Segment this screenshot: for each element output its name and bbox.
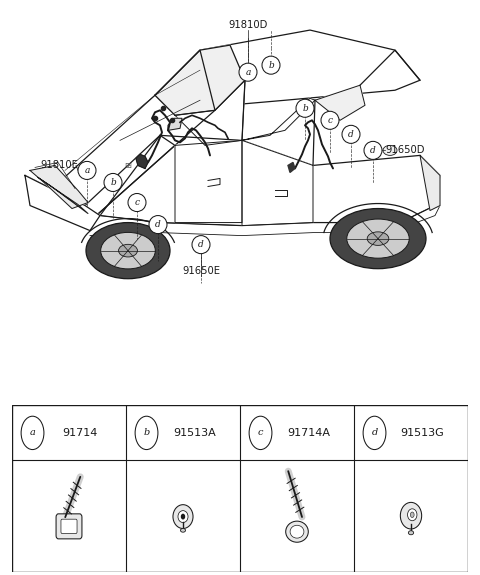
Text: b: b xyxy=(110,178,116,187)
Text: 91513G: 91513G xyxy=(400,428,444,438)
Text: 91650E: 91650E xyxy=(182,266,220,275)
Polygon shape xyxy=(420,155,440,210)
Ellipse shape xyxy=(86,223,170,279)
Ellipse shape xyxy=(286,521,308,542)
Text: 91714: 91714 xyxy=(63,428,98,438)
Polygon shape xyxy=(242,98,315,140)
Circle shape xyxy=(149,216,167,233)
Circle shape xyxy=(239,63,257,81)
Text: 91810E: 91810E xyxy=(40,160,78,170)
Circle shape xyxy=(321,112,339,129)
Ellipse shape xyxy=(408,509,417,521)
Polygon shape xyxy=(242,140,313,225)
Text: ⊞: ⊞ xyxy=(124,161,132,170)
Ellipse shape xyxy=(367,232,389,246)
Circle shape xyxy=(342,125,360,143)
Text: b: b xyxy=(302,104,308,113)
FancyBboxPatch shape xyxy=(12,405,468,572)
Polygon shape xyxy=(315,85,365,120)
Polygon shape xyxy=(288,162,295,172)
Polygon shape xyxy=(136,155,148,168)
Polygon shape xyxy=(50,50,215,225)
Text: a: a xyxy=(245,68,251,76)
Polygon shape xyxy=(38,178,88,213)
Ellipse shape xyxy=(119,244,137,257)
Text: a: a xyxy=(84,166,90,175)
Ellipse shape xyxy=(173,505,193,528)
Polygon shape xyxy=(155,30,420,110)
Circle shape xyxy=(21,416,44,450)
Text: d: d xyxy=(198,240,204,249)
Polygon shape xyxy=(175,80,245,145)
Polygon shape xyxy=(168,118,182,131)
Polygon shape xyxy=(25,175,100,231)
Text: 91513A: 91513A xyxy=(173,428,216,438)
Ellipse shape xyxy=(178,511,188,523)
Text: d: d xyxy=(370,146,376,155)
Polygon shape xyxy=(25,135,175,225)
Polygon shape xyxy=(155,45,245,116)
Text: 91714A: 91714A xyxy=(287,428,330,438)
Text: d: d xyxy=(372,428,378,438)
Polygon shape xyxy=(30,166,88,209)
Circle shape xyxy=(128,194,146,212)
Circle shape xyxy=(181,515,184,519)
Ellipse shape xyxy=(408,531,414,535)
Circle shape xyxy=(296,99,314,117)
Ellipse shape xyxy=(290,526,304,538)
Circle shape xyxy=(135,416,158,450)
Ellipse shape xyxy=(383,145,397,155)
Text: c: c xyxy=(327,116,333,125)
FancyBboxPatch shape xyxy=(61,519,77,534)
Text: b: b xyxy=(144,428,150,438)
Text: c: c xyxy=(258,428,263,438)
Text: b: b xyxy=(268,61,274,70)
Text: c: c xyxy=(134,198,140,207)
Circle shape xyxy=(249,416,272,450)
Circle shape xyxy=(363,416,386,450)
Circle shape xyxy=(364,141,382,159)
Ellipse shape xyxy=(400,503,421,529)
Text: a: a xyxy=(30,428,36,438)
Circle shape xyxy=(410,512,414,518)
Ellipse shape xyxy=(347,219,409,258)
Polygon shape xyxy=(100,135,440,225)
Polygon shape xyxy=(175,140,242,223)
Ellipse shape xyxy=(330,209,426,269)
Text: d: d xyxy=(155,220,161,229)
Text: 91650D: 91650D xyxy=(385,145,424,155)
FancyBboxPatch shape xyxy=(56,514,82,539)
Circle shape xyxy=(192,236,210,254)
Circle shape xyxy=(104,174,122,191)
Ellipse shape xyxy=(180,528,185,532)
Text: 91810D: 91810D xyxy=(228,20,268,30)
Text: d: d xyxy=(348,130,354,139)
Circle shape xyxy=(262,56,280,74)
Ellipse shape xyxy=(101,232,156,269)
Circle shape xyxy=(78,162,96,179)
